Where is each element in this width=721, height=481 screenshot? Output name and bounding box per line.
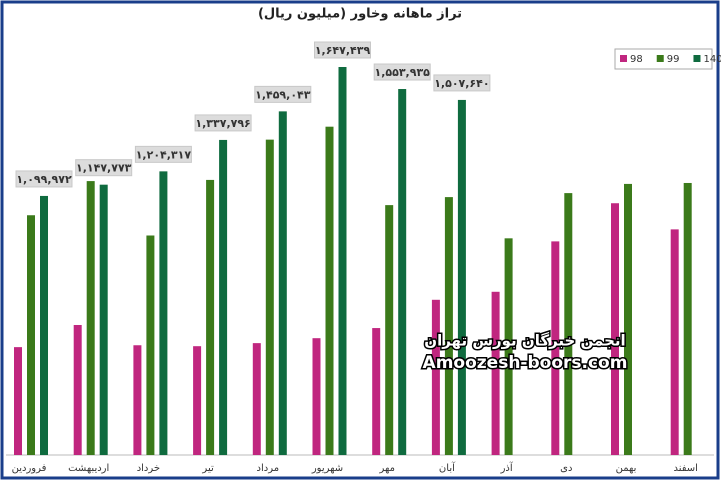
bar — [551, 241, 560, 455]
bar — [504, 238, 513, 455]
bar — [431, 299, 440, 455]
x-tick-label: اردیبهشت — [68, 463, 109, 474]
value-label: ۱,۰۹۹,۹۷۲ — [16, 173, 72, 186]
bar — [14, 347, 22, 455]
value-label: ۱,۶۴۷,۴۳۹ — [315, 44, 371, 57]
bar — [457, 99, 466, 455]
bar — [611, 203, 619, 455]
x-tick-label: مهر — [378, 463, 394, 474]
watermark: انجمن خبرگان بورس تهران — [424, 332, 625, 350]
bar — [206, 179, 215, 455]
bar — [146, 235, 155, 455]
bar — [385, 205, 394, 455]
value-label: ۱,۲۰۴,۳۱۷ — [136, 148, 192, 161]
x-tick-label: فروردین — [12, 463, 47, 474]
x-tick-label: اسفند — [673, 463, 697, 474]
bar — [193, 346, 202, 455]
watermark: Amoozesh-boors.com — [423, 353, 628, 373]
bar — [564, 193, 573, 455]
x-tick-label: آذر — [500, 461, 514, 474]
x-tick-label: مرداد — [257, 463, 280, 474]
bar — [491, 291, 500, 455]
bar — [670, 229, 679, 455]
legend-label: 98 — [630, 54, 643, 65]
bar — [312, 338, 321, 455]
legend-label: 1400 — [703, 54, 721, 65]
bar — [325, 126, 334, 455]
bar — [265, 139, 274, 456]
chart-title: تراز ماهانه وخاور (میلیون ریال) — [258, 7, 462, 22]
bar — [86, 181, 95, 455]
value-label-box — [254, 85, 312, 103]
value-label: ۱,۳۳۷,۷۹۶ — [195, 117, 250, 130]
value-label-box — [194, 114, 252, 132]
value-label-box — [433, 74, 491, 92]
bar — [252, 343, 261, 455]
bar — [99, 184, 108, 455]
bar — [27, 215, 35, 455]
bar — [372, 328, 381, 455]
x-tick-label: دی — [560, 463, 572, 474]
bar — [624, 183, 632, 455]
bar — [73, 324, 82, 455]
value-label: ۱,۴۵۹,۰۴۳ — [255, 88, 311, 101]
legend-label: 99 — [667, 54, 680, 65]
bar — [683, 182, 692, 455]
x-tick-label: آبان — [439, 461, 456, 474]
value-label-box — [15, 170, 73, 188]
value-label-box — [75, 159, 133, 177]
x-tick-label: خرداد — [137, 463, 160, 474]
bar — [40, 195, 48, 456]
x-tick-label: بهمن — [616, 463, 637, 474]
value-label-box — [134, 145, 192, 163]
bar — [159, 171, 168, 455]
value-label: ۱,۵۰۷,۶۴۰ — [434, 77, 489, 90]
x-tick-label: تیر — [201, 463, 214, 474]
legend-swatch — [620, 55, 627, 62]
bar — [278, 111, 287, 455]
value-label-box — [314, 41, 371, 59]
value-label: ۱,۵۵۳,۹۳۵ — [375, 66, 431, 79]
value-label: ۱,۱۴۷,۷۷۳ — [76, 162, 132, 175]
bar — [219, 139, 228, 455]
bar — [133, 345, 142, 455]
x-tick-label: شهریور — [311, 463, 343, 474]
bar — [338, 67, 347, 455]
bar — [444, 197, 453, 455]
value-label-box — [373, 63, 431, 81]
bar — [398, 89, 407, 455]
legend-swatch — [656, 55, 664, 62]
legend-swatch — [693, 55, 701, 62]
